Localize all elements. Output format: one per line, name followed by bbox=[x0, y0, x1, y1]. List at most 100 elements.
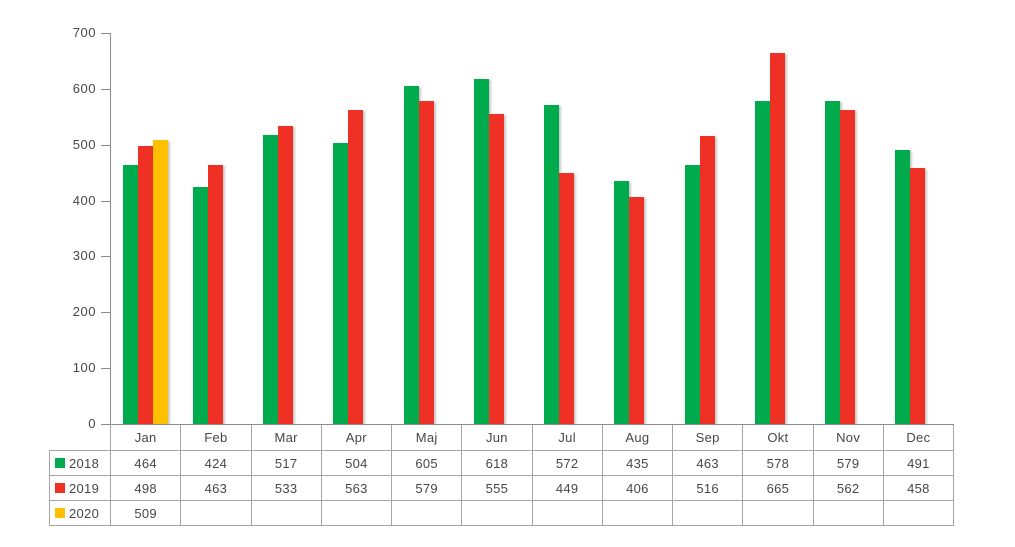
bar-2019-apr bbox=[348, 109, 364, 424]
y-axis-label: 700 bbox=[72, 25, 96, 40]
value-cell-2020-jun bbox=[462, 501, 533, 526]
month-header-cell: Feb bbox=[181, 425, 252, 451]
bar-2018-jul bbox=[544, 104, 560, 424]
bar-2019-okt bbox=[769, 52, 785, 424]
value-cell-2019-feb: 463 bbox=[181, 476, 252, 501]
bar-2019-maj bbox=[418, 100, 434, 424]
bar-2018-apr bbox=[333, 142, 349, 424]
month-header-cell: Sep bbox=[673, 425, 744, 451]
value-cell-2018-okt: 578 bbox=[743, 451, 814, 476]
value-cell-2019-mar: 533 bbox=[251, 476, 322, 501]
bar-2018-feb bbox=[192, 187, 208, 424]
legend-label: 2019 bbox=[69, 480, 100, 496]
value-cell-2020-sep bbox=[673, 501, 744, 526]
bar-2019-nov bbox=[840, 110, 856, 424]
value-cell-2018-dec: 491 bbox=[883, 451, 954, 476]
y-axis-tick bbox=[101, 424, 110, 425]
value-cell-2018-feb: 424 bbox=[181, 451, 252, 476]
month-header-cell: Apr bbox=[321, 425, 392, 451]
month-header-cell: Dec bbox=[883, 425, 954, 451]
y-axis-tick bbox=[101, 88, 110, 90]
month-header-cell: Nov bbox=[813, 425, 884, 451]
month-header-cell: Jul bbox=[532, 425, 603, 451]
bar-2018-jan bbox=[122, 164, 138, 424]
value-cell-2020-jul bbox=[532, 501, 603, 526]
y-axis-label: 0 bbox=[88, 416, 96, 431]
value-cell-2018-sep: 463 bbox=[673, 451, 744, 476]
legend-label: 2020 bbox=[69, 505, 100, 521]
value-cell-2018-jan: 464 bbox=[111, 451, 182, 476]
legend-item-2019: 2019 bbox=[50, 476, 110, 501]
bar-2018-okt bbox=[754, 101, 770, 424]
plot-area bbox=[110, 33, 954, 424]
y-axis-label: 600 bbox=[72, 80, 96, 96]
y-axis-tick bbox=[101, 256, 110, 258]
y-axis-label: 100 bbox=[72, 360, 96, 376]
legend-label: 2018 bbox=[69, 455, 100, 471]
value-cell-2019-aug: 406 bbox=[602, 476, 673, 501]
value-cell-2019-dec: 458 bbox=[883, 476, 954, 501]
value-cell-2018-aug: 435 bbox=[602, 451, 673, 476]
value-cell-2019-sep: 516 bbox=[673, 476, 744, 501]
month-header-cell: Mar bbox=[251, 425, 322, 451]
value-cell-2020-mar bbox=[251, 501, 322, 526]
y-axis-tick bbox=[101, 368, 110, 370]
month-header-cell: Jan bbox=[111, 425, 182, 451]
bar-2018-mar bbox=[263, 135, 279, 424]
value-cell-2019-apr: 563 bbox=[321, 476, 392, 501]
value-cell-2018-mar: 517 bbox=[251, 451, 322, 476]
y-axis-tick bbox=[101, 144, 110, 146]
legend-item-2018: 2018 bbox=[50, 451, 110, 476]
value-cell-2018-nov: 579 bbox=[813, 451, 884, 476]
bar-2018-nov bbox=[825, 100, 841, 424]
value-cell-2019-nov: 562 bbox=[813, 476, 884, 501]
value-cell-2020-apr bbox=[321, 501, 392, 526]
value-cell-2019-jul: 449 bbox=[532, 476, 603, 501]
y-axis-label: 200 bbox=[72, 304, 96, 320]
bar-2019-mar bbox=[278, 126, 294, 424]
value-cell-2020-nov bbox=[813, 501, 884, 526]
legend-swatch-2020 bbox=[55, 508, 65, 518]
value-cell-2020-okt bbox=[743, 501, 814, 526]
month-header-cell: Aug bbox=[602, 425, 673, 451]
value-cell-2018-apr: 504 bbox=[321, 451, 392, 476]
legend-swatch-2018 bbox=[55, 458, 65, 468]
value-cell-2020-dec bbox=[883, 501, 954, 526]
value-cell-2020-maj bbox=[392, 501, 463, 526]
data-table: Jan Feb Mar Apr Maj Jun Jul Aug Sep Okt Nov Dec 464 4… bbox=[110, 424, 954, 526]
value-cell-2020-aug bbox=[602, 501, 673, 526]
month-header-cell: Okt bbox=[743, 425, 814, 451]
value-cell-2020-jan: 509 bbox=[111, 501, 182, 526]
value-cell-2019-okt: 665 bbox=[743, 476, 814, 501]
bar-2019-dec bbox=[910, 168, 926, 424]
bar-2019-jul bbox=[559, 173, 575, 424]
bar-2018-dec bbox=[895, 149, 911, 424]
y-axis-label: 500 bbox=[72, 136, 96, 152]
bar-2019-aug bbox=[629, 197, 645, 424]
bar-2019-jan bbox=[137, 145, 153, 424]
value-cell-2019-maj: 579 bbox=[392, 476, 463, 501]
month-header-cell: Jun bbox=[462, 425, 533, 451]
value-cell-2018-maj: 605 bbox=[392, 451, 463, 476]
bar-2018-aug bbox=[614, 181, 630, 424]
value-cell-2019-jun: 555 bbox=[462, 476, 533, 501]
bar-2019-feb bbox=[207, 165, 223, 424]
value-cell-2020-feb bbox=[181, 501, 252, 526]
bar-2019-sep bbox=[699, 135, 715, 424]
bar-2019-jun bbox=[488, 114, 504, 424]
value-cell-2018-jun: 618 bbox=[462, 451, 533, 476]
y-axis-tick bbox=[101, 200, 110, 202]
month-header-cell: Maj bbox=[392, 425, 463, 451]
legend-swatch-2019 bbox=[55, 483, 65, 493]
y-axis-tick bbox=[101, 312, 110, 314]
y-axis-line bbox=[110, 33, 111, 424]
y-axis-label: 300 bbox=[72, 248, 96, 264]
legend-item-2020: 2020 bbox=[50, 501, 110, 526]
legend-column: 2018 2019 2020 bbox=[49, 450, 110, 526]
y-axis-label: 400 bbox=[72, 192, 96, 208]
value-cell-2018-jul: 572 bbox=[532, 451, 603, 476]
bar-2018-jun bbox=[473, 78, 489, 424]
value-cell-2019-jan: 498 bbox=[111, 476, 182, 501]
bar-2018-maj bbox=[403, 86, 419, 424]
